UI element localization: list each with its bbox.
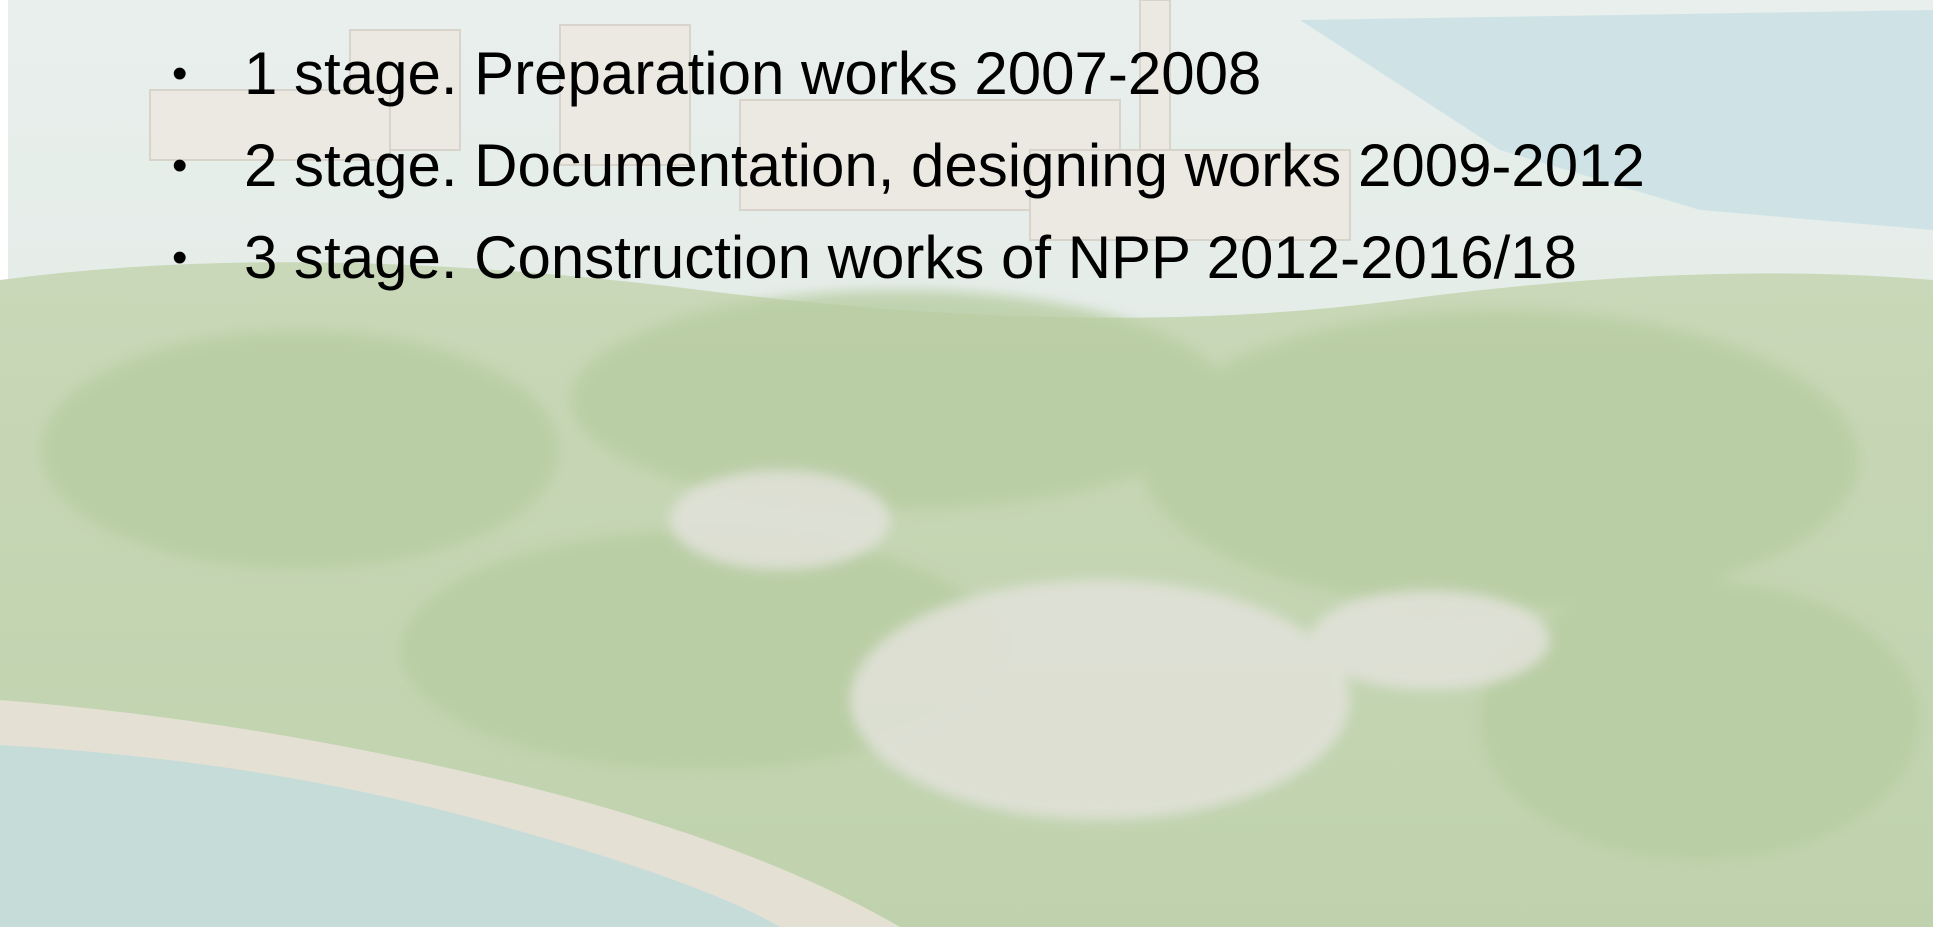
bullet-item: 2 stage. Documentation, designing works … <box>172 120 1645 212</box>
slide: 1 stage. Preparation works 2007-2008 2 s… <box>0 0 1933 927</box>
bullet-item: 3 stage. Construction works of NPP 2012-… <box>172 212 1645 304</box>
bullet-list: 1 stage. Preparation works 2007-2008 2 s… <box>172 28 1645 304</box>
bullet-item: 1 stage. Preparation works 2007-2008 <box>172 28 1645 120</box>
